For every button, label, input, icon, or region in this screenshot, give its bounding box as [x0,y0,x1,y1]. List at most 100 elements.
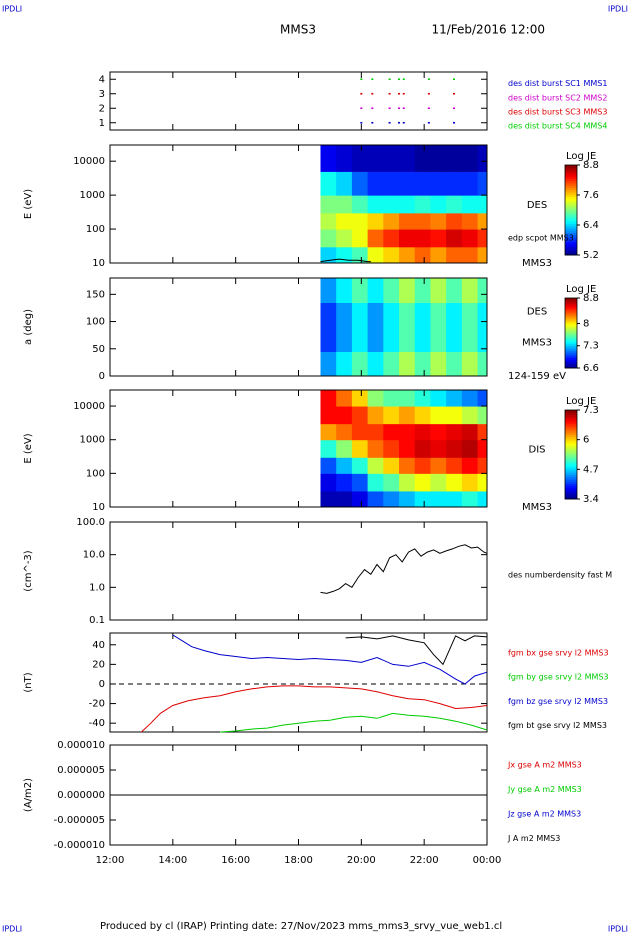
heatmap-cell [414,490,431,508]
heatmap-cell [446,246,463,264]
heatmap-cell [461,145,479,172]
heatmap-cell [351,171,369,196]
heatmap-cell [351,145,369,172]
heatmap-cell [383,457,400,474]
heatmap-cell [383,406,400,425]
y-tick-label: 1 [99,118,105,129]
panel-label: MMS3 [522,338,552,349]
heatmap-cell [477,145,488,172]
colorbar-swatch [565,326,577,329]
colorbar-swatch [565,496,577,500]
heatmap-cell [351,229,369,248]
colorbar-swatch [565,450,577,453]
heatmap-cell [367,145,384,172]
colorbar-swatch [565,331,577,334]
heatmap-cell [367,473,384,492]
colorbar-swatch [565,214,577,218]
colorbar-swatch [565,441,577,444]
heatmap-cell [383,390,400,407]
heatmap-cell [430,195,447,214]
series-line [345,635,488,666]
heatmap-cell [461,473,479,492]
y-axis-label: E (eV) [23,189,34,219]
colorbar-swatch [565,319,577,322]
burst-marker [398,78,401,81]
heatmap-cell [430,351,447,377]
burst-marker [398,107,401,110]
heatmap-cell [446,390,463,407]
colorbar-swatch [565,447,577,451]
heatmap-cell [351,390,369,407]
colorbar-swatch [565,210,577,213]
heatmap-cell [367,195,384,214]
colorbar-swatch [565,246,577,249]
heatmap-cell [367,423,384,441]
y-tick-label: 0 [99,679,105,690]
heatmap-cell [446,327,463,352]
burst-marker [388,107,391,110]
heatmap-cell [477,195,488,214]
colorbar-swatch [565,232,577,236]
heatmap-cell [399,145,416,172]
colorbar-title: Log JE [566,284,596,295]
heatmap-cell [383,327,400,352]
y-axis-label: (nT) [23,672,34,692]
heatmap-cell [446,423,463,441]
y-tick-label: 0.000010 [57,740,105,751]
heatmap-cell [320,212,337,230]
heatmap-cell [367,171,384,196]
colorbar-swatch [565,348,577,351]
heatmap-cell [461,246,479,264]
colorbar-swatch [565,239,577,242]
series-line [320,544,488,594]
legend-entry: des numberdensity fast M [508,570,612,579]
colorbar-swatch [565,366,577,369]
colorbar-swatch [565,347,577,350]
heatmap-cell [399,195,416,214]
y-tick-label: 10 [92,502,105,513]
heatmap-cell [351,246,369,264]
legend-entry: fgm by gse srvy l2 MMS3 [508,673,609,682]
y-axis-label: (cm^-3) [23,550,34,591]
colorbar-swatch [565,198,577,202]
heatmap-cell [383,246,400,264]
heatmap-cell [461,423,479,441]
heatmap-cell [383,439,400,458]
burst-marker [398,92,401,95]
heatmap-cell [336,423,353,441]
y-tick-label: 2 [99,103,105,114]
burst-marker [398,121,401,124]
colorbar-tick-label: 5.2 [583,250,599,261]
legend-entry: des dist burst SC2 MMS2 [508,93,607,102]
heatmap-cell [399,302,416,328]
colorbar-swatch [565,230,577,233]
colorbar-swatch [565,445,577,449]
heatmap-cell [446,473,463,492]
y-tick-label: 100.0 [76,517,105,528]
colorbar-swatch [565,303,577,306]
colorbar-swatch [565,487,577,491]
heatmap-cell [351,423,369,441]
colorbar-swatch [565,252,577,256]
burst-marker [371,92,374,95]
panel-label: DIS [529,445,546,456]
y-axis-label: (A/m2) [23,778,34,812]
heatmap-cell [336,351,353,377]
heatmap-cell [430,171,447,196]
colorbar-swatch [565,178,577,182]
colorbar-swatch [565,237,577,240]
colorbar-swatch [565,196,577,200]
footer: Produced by cl (IRAP) Printing date: 27/… [100,921,502,932]
colorbar-swatch [565,352,577,355]
heatmap-cell [351,195,369,214]
burst-marker [453,107,456,110]
heatmap-cell [414,302,431,328]
heatmap-cell [414,327,431,352]
heatmap-cell [399,278,416,303]
colorbar-swatch [565,436,577,440]
legend-entry: edp scpot MMS3 [508,234,574,243]
heatmap-cell [336,171,353,196]
legend-entry: J A m2 MMS3 [507,834,560,843]
y-tick-label: -0.000010 [54,840,105,851]
